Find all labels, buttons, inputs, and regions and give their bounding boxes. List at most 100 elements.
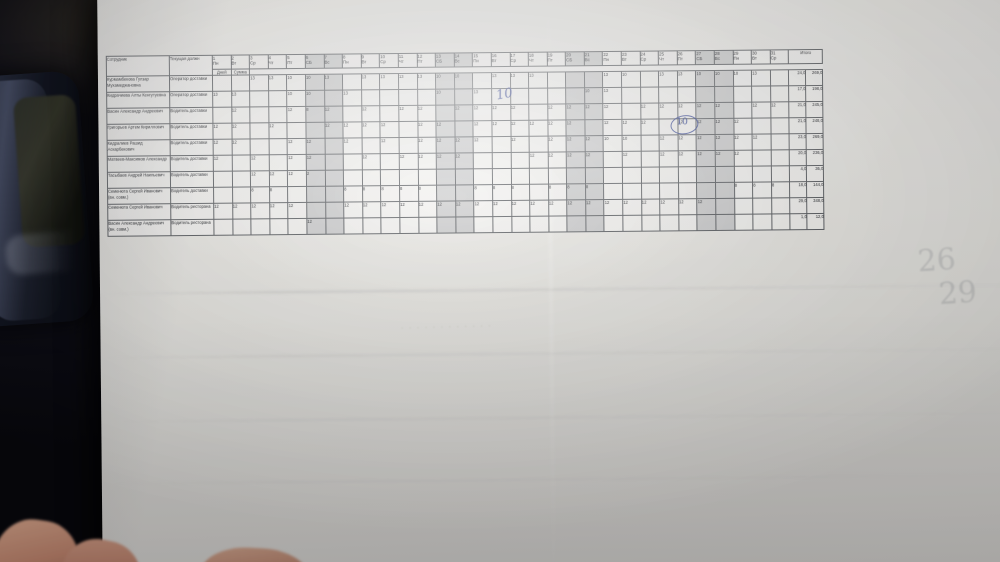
hours-cell: 12 — [678, 199, 698, 216]
hours-cell: 12 — [733, 118, 753, 135]
hours-cell: 12 — [399, 153, 418, 170]
day-weekday: Ср — [250, 60, 256, 66]
hours-cell — [492, 152, 511, 170]
hours-cell — [734, 214, 754, 231]
hours-cell — [362, 170, 381, 187]
header-day-5: 5 Пт — [286, 54, 306, 69]
hours-cell — [603, 167, 623, 184]
hours-cell: 12 — [714, 118, 734, 135]
hours-cell — [548, 216, 568, 233]
hours-cell: 8 — [566, 184, 586, 201]
hours-cell — [528, 104, 548, 121]
hours-cell — [752, 150, 772, 167]
hours-cell: 12 — [232, 203, 252, 220]
hours-cell: 13 — [658, 71, 678, 88]
day-weekday: Вт — [752, 55, 757, 61]
hours-cell: 12 — [622, 199, 642, 216]
header-day-24: 24 Ср — [639, 51, 659, 66]
hours-cell: 12 — [287, 170, 307, 187]
day-weekday: Пт — [677, 56, 683, 62]
hours-cell — [733, 102, 753, 119]
header-day-18: 18 Чт — [528, 52, 548, 67]
hours-cell: 13 — [677, 71, 697, 88]
hours-cell — [399, 137, 418, 154]
reverse-side-showthrough: 26 29 — [916, 242, 978, 314]
hours-cell: 12 — [492, 200, 512, 218]
hours-cell: 12 — [454, 137, 474, 154]
hours-cell — [771, 214, 791, 231]
hours-cell — [417, 169, 437, 186]
hours-cell — [529, 184, 549, 201]
hours-cell: 12 — [491, 104, 511, 122]
hours-cell: 12 — [417, 137, 437, 154]
hours-cell — [362, 218, 382, 235]
handwritten-ten: 10 — [494, 85, 514, 104]
hours-cell: 12 — [510, 120, 530, 137]
header-day-31: 31 Ср — [770, 49, 789, 64]
hours-cell: 12 — [641, 199, 661, 216]
day-weekday: СБ — [305, 59, 312, 65]
hours-cell — [511, 216, 531, 233]
hours-cell — [753, 214, 772, 231]
hours-cell: 10 — [435, 89, 455, 106]
hours-cell: 12 — [640, 103, 660, 120]
hours-cell: 12 — [733, 134, 753, 151]
hours-cell: 12 — [381, 201, 400, 219]
hours-cell — [770, 70, 789, 87]
hours-cell: 12 — [473, 121, 492, 138]
hours-cell: 12 — [697, 198, 716, 216]
row-total-sum: 248,0 — [806, 117, 824, 135]
header-day-21: 21 Вс — [584, 51, 603, 66]
hours-cell — [213, 219, 233, 236]
header-day-6: 6 СБ — [305, 54, 324, 69]
hours-cell — [641, 183, 660, 200]
hours-cell — [547, 88, 567, 105]
employee-name: Кидрачиева Алты Кенгутуевна — [106, 92, 170, 109]
hours-cell: 12 — [566, 104, 585, 121]
hours-cell: 12 — [696, 102, 715, 120]
hours-cell: 12 — [510, 136, 530, 153]
hours-cell — [232, 187, 251, 204]
hours-cell: 12 — [250, 155, 270, 172]
hours-cell: 12 — [213, 139, 232, 156]
hours-cell — [325, 218, 345, 235]
hours-cell — [622, 183, 642, 200]
hours-cell: 12 — [361, 106, 381, 123]
header-day-10: 10 Ср — [379, 53, 399, 68]
hours-cell: 12 — [604, 199, 623, 216]
hours-cell — [250, 123, 269, 140]
hours-cell: 12 — [418, 201, 437, 218]
hours-cell — [770, 134, 790, 151]
hours-cell: 12 — [752, 134, 772, 151]
hours-cell: 12 — [677, 135, 697, 152]
hours-cell: 13 — [509, 72, 529, 89]
hours-cell — [584, 71, 604, 89]
hours-cell: 12 — [714, 102, 734, 119]
hours-cell — [324, 170, 344, 187]
row-total-sum: 269,0 — [805, 69, 823, 87]
hours-cell: 12 — [473, 105, 492, 122]
hours-cell: 12 — [640, 119, 660, 136]
hours-cell: 12 — [621, 119, 641, 136]
hours-cell — [529, 168, 549, 185]
hours-cell: 10 — [621, 71, 641, 88]
day-weekday: СБ — [566, 57, 573, 63]
hours-cell — [473, 169, 493, 186]
hours-cell: 8 — [511, 184, 530, 201]
hours-cell: 8 — [473, 185, 493, 202]
hours-cell: 12 — [529, 200, 549, 217]
day-weekday: Вт — [491, 58, 497, 64]
hours-cell — [343, 218, 363, 235]
hours-cell — [678, 167, 697, 184]
hours-cell: 12 — [398, 105, 418, 122]
hours-cell — [714, 86, 734, 103]
header-day-29: 29 Пн — [732, 50, 752, 65]
hours-cell: 12 — [585, 151, 604, 169]
day-weekday: Вс — [324, 59, 330, 65]
hours-cell — [306, 186, 326, 203]
header-day-16: 16 Вт — [491, 52, 510, 67]
hours-cell — [696, 182, 716, 200]
hours-cell — [380, 105, 399, 123]
row-total-sum: 144,0 — [806, 181, 825, 199]
hours-cell: 13 — [268, 74, 287, 92]
